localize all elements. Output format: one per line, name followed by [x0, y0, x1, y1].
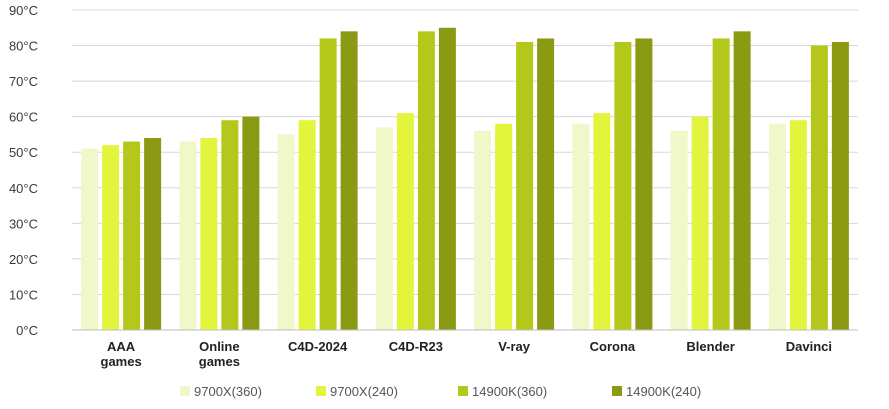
category-label: C4D-R23 [389, 339, 443, 354]
bars [81, 27, 849, 331]
bar [670, 130, 688, 330]
y-tick-label: 30°C [9, 216, 38, 231]
bar [593, 113, 611, 330]
legend-swatch [612, 386, 622, 396]
legend-label: 9700X(240) [330, 384, 398, 399]
bar [516, 42, 534, 330]
legend-swatch [458, 386, 468, 396]
y-tick-label: 70°C [9, 74, 38, 89]
bar [691, 116, 709, 331]
bar [375, 127, 393, 330]
bar [123, 141, 141, 330]
category-label: games [101, 354, 142, 369]
category-label: C4D-2024 [288, 339, 348, 354]
legend: 9700X(360) 9700X(240) 14900K(360) 14900K(24… [180, 384, 701, 399]
y-tick-label: 20°C [9, 252, 38, 267]
category-label: games [199, 354, 240, 369]
bar [768, 123, 786, 331]
category-label: AAA [107, 339, 136, 354]
bar [200, 138, 218, 330]
y-tick-label: 0°C [16, 323, 38, 338]
bar [144, 138, 162, 330]
bar [396, 113, 414, 330]
category-label: Blender [686, 339, 734, 354]
bar [572, 123, 590, 331]
y-tick-label: 60°C [9, 110, 38, 125]
bar [733, 31, 751, 330]
bar [81, 148, 99, 330]
y-axis-ticks: 0°C 10°C 20°C 30°C 40°C 50°C 60°C 70°C 80°C 90°C [9, 3, 38, 338]
bar [810, 45, 828, 331]
bar [221, 120, 239, 330]
bar [102, 145, 120, 330]
bar [495, 123, 513, 331]
bar [340, 31, 358, 330]
y-tick-label: 10°C [9, 287, 38, 302]
bar [712, 38, 730, 330]
bar [438, 27, 456, 331]
bar [242, 116, 260, 331]
legend-label: 14900K(360) [472, 384, 547, 399]
y-tick-label: 50°C [9, 145, 38, 160]
category-label: Davinci [786, 339, 832, 354]
bar [179, 141, 197, 330]
bar [417, 31, 435, 330]
category-label: Online [199, 339, 239, 354]
bar [831, 42, 849, 330]
legend-label: 14900K(240) [626, 384, 701, 399]
bar [319, 38, 337, 330]
bar [789, 120, 807, 330]
legend-swatch [180, 386, 190, 396]
bar [298, 120, 316, 330]
category-label: Corona [590, 339, 636, 354]
bar [635, 38, 653, 330]
legend-swatch [316, 386, 326, 396]
bar [277, 134, 295, 330]
legend-label: 9700X(360) [194, 384, 262, 399]
y-tick-label: 40°C [9, 181, 38, 196]
bar [537, 38, 555, 330]
bar [614, 42, 632, 330]
y-tick-label: 90°C [9, 3, 38, 18]
category-label: V-ray [498, 339, 531, 354]
bar [474, 130, 492, 330]
y-tick-label: 80°C [9, 39, 38, 54]
